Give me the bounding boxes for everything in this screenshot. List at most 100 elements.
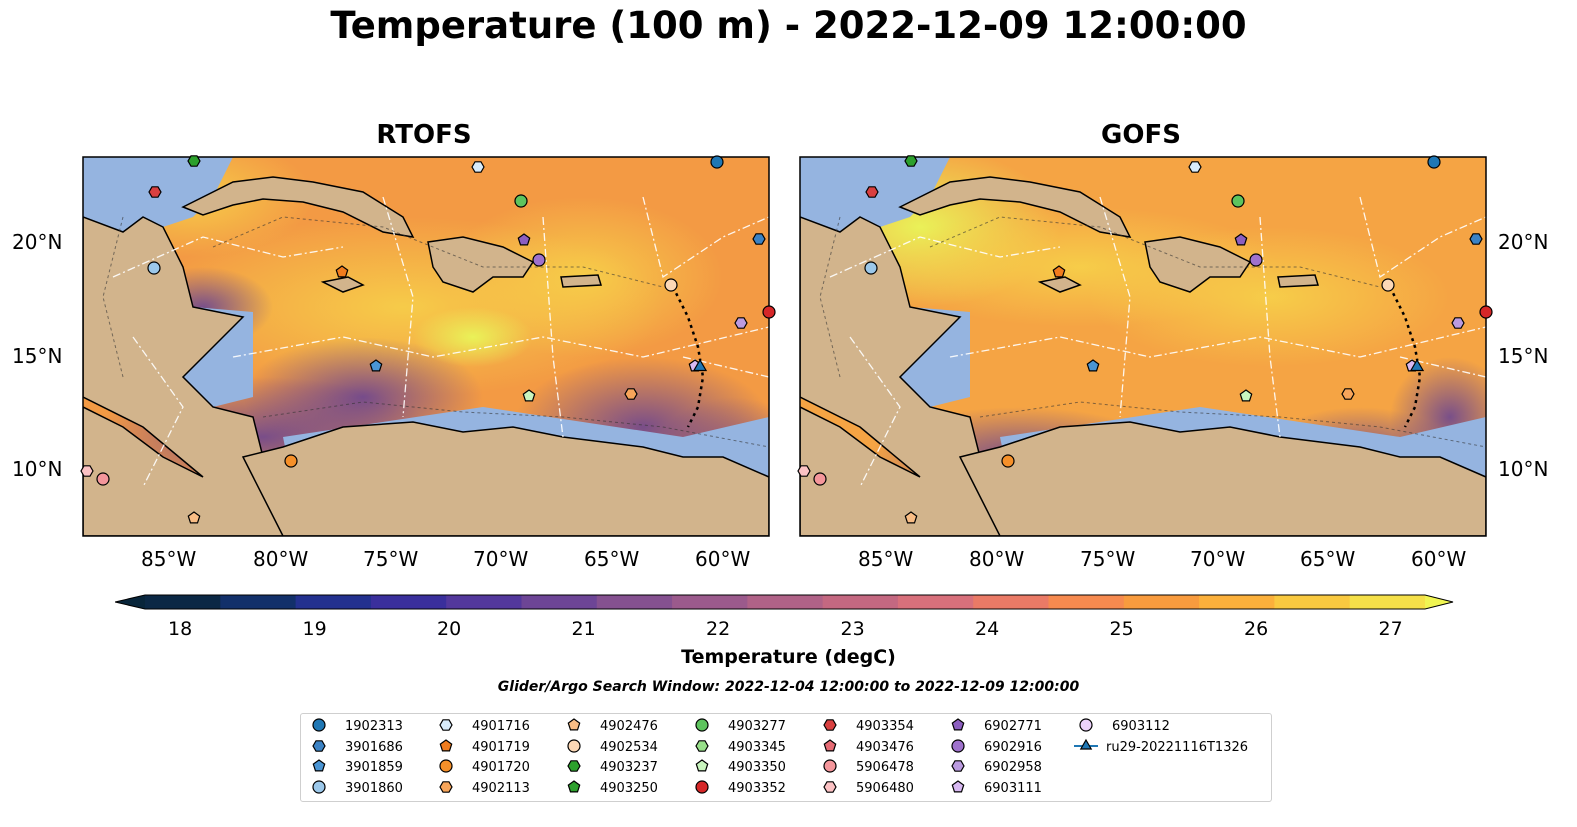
colorbar-segment [521, 595, 598, 609]
legend-label: 4902534 [600, 740, 658, 755]
legend-item: 4903354 [823, 719, 914, 734]
float-marker [864, 261, 878, 275]
float-marker [734, 317, 748, 329]
legend-item: 6902958 [951, 760, 1042, 775]
float-marker [369, 359, 383, 372]
colorbar-tick-label: 19 [302, 618, 327, 640]
lon-label-70w-gofs: 70°W [1190, 547, 1246, 571]
float-marker [1381, 278, 1395, 292]
colorbar-segment [822, 595, 899, 609]
legend-label: 3901686 [345, 740, 403, 755]
colorbar-tick-label: 26 [1244, 618, 1269, 640]
colorbar-segment [1199, 595, 1275, 609]
lon-label-85w-gofs: 85°W [858, 547, 914, 571]
float-marker [1234, 233, 1248, 246]
legend-label: 4901716 [472, 719, 530, 734]
colorbar-tick-label: 23 [840, 618, 865, 640]
float-marker [813, 472, 827, 486]
colorbar [115, 594, 1454, 610]
legend-entries: 1902313 3901686 3901859 3901860 4901716 49017… [312, 718, 1248, 796]
colorbar-segment [295, 595, 372, 609]
float-marker [532, 253, 546, 267]
float-marker [1469, 233, 1483, 245]
colorbar-segment [1274, 595, 1351, 609]
float-marker [1188, 161, 1202, 173]
legend-label: 5906480 [856, 781, 914, 796]
colorbar-tick-label: 21 [571, 618, 596, 640]
rtofs-map [82, 156, 770, 537]
float-marker [1001, 454, 1015, 468]
colorbar-tick-label: 24 [975, 618, 1000, 640]
float-marker [904, 511, 918, 524]
legend-item: 6902771 [951, 718, 1042, 734]
lon-label-60w-rtofs: 60°W [695, 547, 751, 571]
legend-item: 6902916 [951, 739, 1042, 755]
lat-label-20n-left: 20°N [12, 230, 63, 254]
lon-label-70w-rtofs: 70°W [473, 547, 529, 571]
float-marker [1451, 317, 1465, 329]
legend-item: 4902113 [439, 781, 530, 796]
float-markers [80, 155, 1493, 524]
glider-marker [1409, 358, 1425, 372]
colorbar-segment [145, 595, 221, 609]
float-marker [1052, 265, 1066, 278]
lon-label-75w-rtofs: 75°W [363, 547, 419, 571]
legend-label: 6902958 [984, 760, 1042, 775]
lon-label-80w-rtofs: 80°W [253, 547, 309, 571]
legend-label: 4902476 [600, 719, 658, 734]
colorbar-tick-label: 18 [168, 618, 193, 640]
colorbar-tick-label: 20 [437, 618, 462, 640]
rtofs-panel-title: RTOFS [376, 120, 472, 150]
colorbar-tick-label: 25 [1109, 618, 1134, 640]
float-marker [1249, 253, 1263, 267]
legend-item: 4903277 [695, 718, 786, 734]
colorbar-segment [446, 595, 522, 609]
float-marker [517, 233, 531, 246]
legend-label: 4903350 [728, 760, 786, 775]
legend-label: ru29-20221116T1326 [1106, 740, 1248, 755]
glider-marker [692, 358, 708, 372]
colorbar-segment [897, 595, 974, 609]
float-marker [284, 454, 298, 468]
lat-label-15n-left: 15°N [12, 344, 63, 368]
colorbar-segment [220, 595, 297, 609]
float-marker [80, 465, 94, 477]
lon-label-65w-rtofs: 65°W [584, 547, 640, 571]
legend-label: 1902313 [345, 719, 403, 734]
gofs-panel-title: GOFS [1101, 120, 1181, 150]
float-marker [865, 186, 879, 198]
legend-item: 4901719 [439, 739, 530, 755]
legend-item: 4903476 [823, 739, 914, 755]
float-marker [514, 194, 528, 208]
lon-label-60w-gofs: 60°W [1411, 547, 1467, 571]
legend-label: 4903354 [856, 719, 914, 734]
legend-label: 3901860 [345, 781, 403, 796]
legend-item: 4903237 [567, 760, 658, 775]
legend-item: 3901860 [312, 780, 403, 796]
legend-item: 4903350 [695, 759, 786, 775]
float-marker [1231, 194, 1245, 208]
float-marker [1239, 389, 1253, 402]
float-marker [522, 389, 536, 402]
lon-label-85w-rtofs: 85°W [141, 547, 197, 571]
legend-label: 4903250 [600, 781, 658, 796]
legend-label: 3901859 [345, 760, 403, 775]
legend-item: 4903352 [695, 780, 786, 796]
legend-label: 5906478 [856, 760, 914, 775]
colorbar-ticks: 18 19 20 21 22 23 24 25 26 27 [0, 618, 1577, 644]
legend-label: 4903352 [728, 781, 786, 796]
legend-item: 6903111 [951, 780, 1042, 796]
colorbar-label: Temperature (degC) [681, 646, 896, 668]
lat-label-10n-left: 10°N [12, 457, 63, 481]
float-marker [187, 155, 201, 167]
legend-item: 4901716 [439, 719, 530, 734]
legend-item: 5906478 [823, 759, 914, 775]
float-marker [797, 465, 811, 477]
colorbar-segment [973, 595, 1050, 609]
float-marker [1086, 359, 1100, 372]
float-marker [187, 511, 201, 524]
legend-item: 4901720 [439, 759, 530, 775]
legend-item: 4903345 [695, 740, 786, 755]
float-marker [752, 233, 766, 245]
lon-label-75w-gofs: 75°W [1080, 547, 1136, 571]
